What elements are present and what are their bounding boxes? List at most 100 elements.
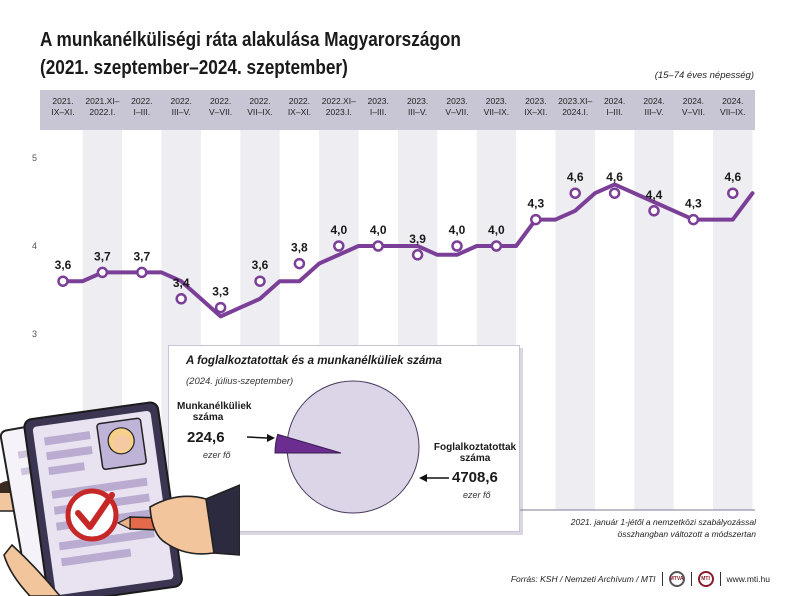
x-tick-label: 2023.XI– [558,96,592,106]
unemployed-unit: ezer fő [203,450,231,460]
mti-logo-icon: MTI [697,571,714,587]
y-tick-label: 4 [32,241,37,251]
data-label: 3,4 [173,276,190,290]
y-axis-ticks: 5432 [32,153,37,427]
x-tick-label: 2021. [52,96,73,106]
unemployed-arrowhead [267,434,275,442]
data-point-marker [727,187,739,199]
data-label: 3,7 [133,249,150,263]
pie-title: A foglalkoztatottak és a munkanélküliek … [186,355,442,367]
data-point-marker [175,293,187,305]
data-label: 4,4 [646,188,663,202]
employed-label-line2: száma [459,453,491,464]
x-tick-label: 2022. [131,96,152,106]
mtva-logo-icon: MTVA [668,571,685,587]
data-label: 3,9 [409,232,426,246]
population-note: (15–74 éves népesség) [654,70,754,81]
unemployed-label: Munkanélküliek száma [177,401,251,423]
x-tick-label: III–V. [172,107,191,117]
x-tick-label: VII–IX. [247,107,273,117]
x-tick-label: IX–XI. [524,107,547,117]
x-tick-label: 2022.XI– [322,96,356,106]
data-point-marker [214,301,227,314]
methodology-note: 2021. január 1-jétől a nemzetközi szabál… [571,516,756,540]
chart-subtitle: (2021. szeptember–2024. szeptember) [40,57,348,79]
data-point-marker [648,205,660,217]
data-label: 4,0 [330,223,347,237]
x-tick-label: VII–IX. [484,107,510,117]
data-point-marker [530,213,542,226]
data-point-marker [293,257,306,270]
footer: Forrás: KSH / Nemzeti Archívum / MTI MTV… [511,571,770,587]
data-point-marker [96,266,109,279]
x-tick-label: 2024. [643,96,664,106]
y-tick-label: 5 [32,153,37,163]
data-label: 4,0 [449,223,466,237]
data-point-marker [569,187,581,199]
data-label: 3,6 [252,258,269,272]
data-label: 3,6 [55,258,72,272]
methodology-note-line2: összhangban változott a módszertan [617,529,756,539]
x-tick-label: 2023. [446,96,467,106]
data-label: 4,0 [370,223,387,237]
x-tick-label: III–V. [644,107,663,117]
header-band [40,90,755,130]
pie-chart [246,380,449,514]
x-tick-label: 2022. [289,96,310,106]
x-tick-label: 2023. [486,96,507,106]
data-label: 3,7 [94,249,111,263]
data-label: 3,3 [212,285,229,299]
unemployed-value: 224,6 [187,429,225,446]
data-label: 4,3 [685,197,702,211]
x-tick-label: 2024. [722,96,743,106]
footer-divider [719,572,721,586]
footer-divider [690,572,692,586]
x-tick-label: 2023.I. [326,107,352,117]
x-tick-label: VII–IX. [720,107,746,117]
data-label: 4,0 [488,223,505,237]
employed-label-line1: Foglalkoztatottak [433,442,517,453]
data-label: 3,8 [291,241,308,255]
x-tick-label: 2023. [525,96,546,106]
methodology-note-line1: 2021. január 1-jétől a nemzetközi szabál… [570,517,756,527]
x-tick-label: 2024. [604,96,625,106]
pie-inset-panel: A foglalkoztatottak és a munkanélküliek … [168,345,520,532]
x-tick-label: V–VII. [682,107,705,117]
y-tick-label: 3 [32,329,37,339]
website-link[interactable]: www.mti.hu [726,574,770,584]
employed-arrowhead [419,474,427,482]
data-label: 4,3 [527,197,544,211]
column-stripe [555,130,595,510]
employed-label: Foglalkoztatottak száma [431,442,519,464]
unemployment-rate-line [61,182,755,319]
x-tick-label: IX–XI. [51,107,74,117]
data-point-marker [451,240,463,252]
column-stripe [634,130,674,510]
employed-value: 4708,6 [452,469,498,486]
x-tick-label: 2022. [210,96,231,106]
x-tick-label: III–V. [408,107,427,117]
unemployed-pointer [246,436,268,439]
x-tick-label: I–III. [370,107,387,117]
data-labels: 3,6 3,7 3,7 3,4 3,3 3,6 3,8 4,0 4,0 3,9 4,0 4,0 4,3 4… [55,170,742,298]
source-credit: Forrás: KSH / Nemzeti Archívum / MTI [510,574,656,584]
x-tick-label: IX–XI. [288,107,311,117]
x-tick-label: 2024. [683,96,704,106]
unemployed-label-line2: száma [192,412,224,423]
data-markers [57,187,739,314]
data-point-marker [372,240,384,252]
period-header: 2021.IX–XI.2021.XI–2022.I.2022.I–III.202… [40,90,755,130]
check-mark-icon [65,488,119,542]
data-point-marker [608,187,621,199]
job-application-illustration [0,401,240,596]
x-tick-label: 2022. [171,96,192,106]
x-tick-label: 2023. [407,96,428,106]
data-label: 4,6 [567,170,584,184]
data-point-marker [57,275,69,287]
x-tick-label: V–VII. [209,107,232,117]
x-tick-label: 2022. [249,96,270,106]
x-tick-label: 2021.XI– [85,96,119,106]
x-tick-label: I–III. [606,107,623,117]
x-tick-label: 2024.I. [562,107,588,117]
data-point-marker [136,266,148,279]
